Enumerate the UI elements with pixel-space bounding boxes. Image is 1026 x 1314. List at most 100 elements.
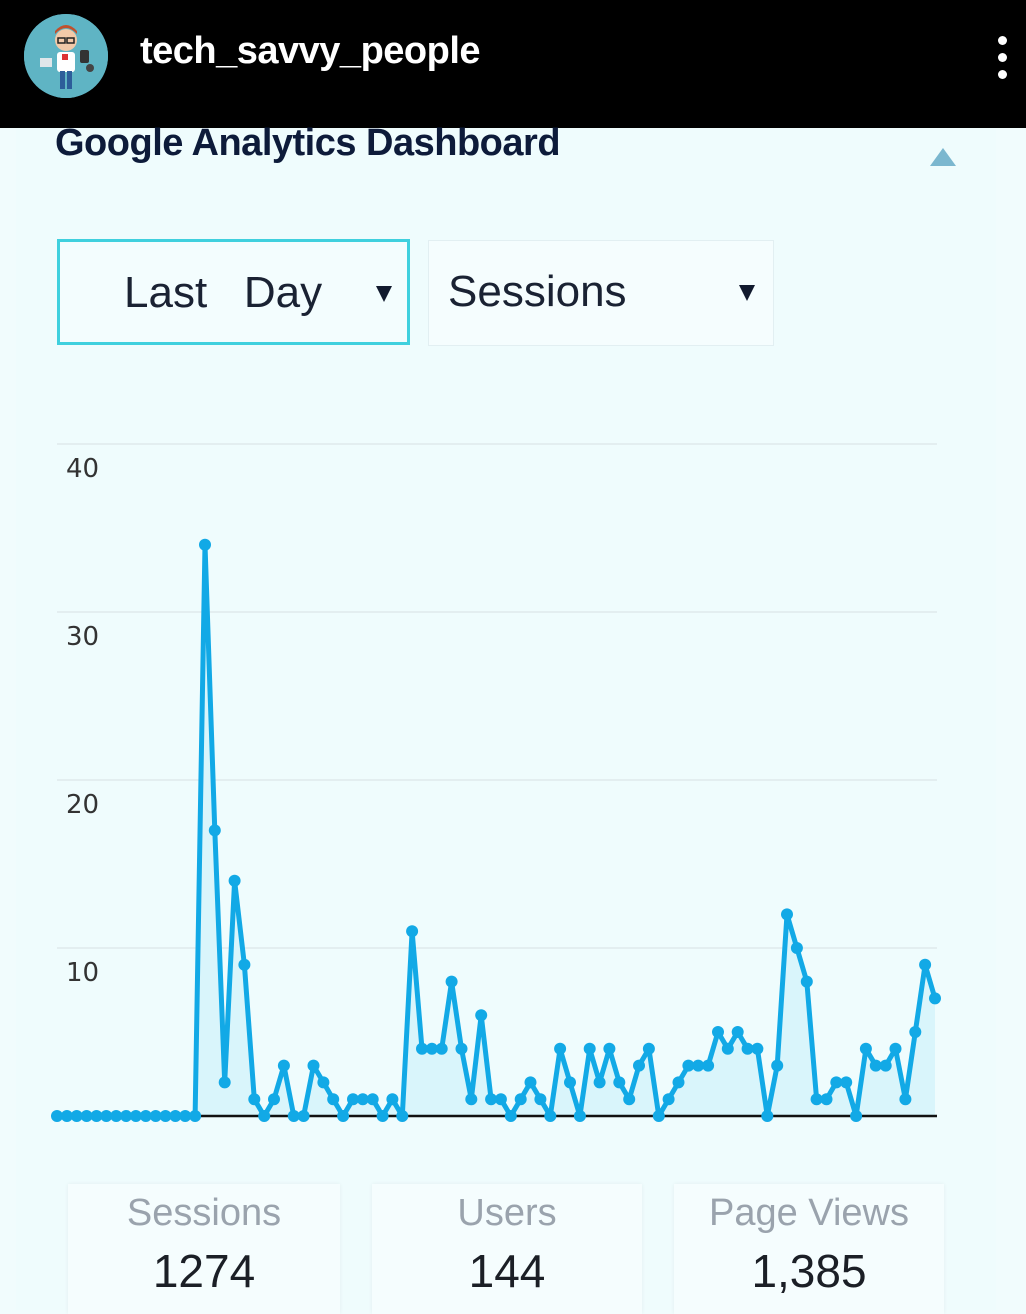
data-point [603, 1042, 616, 1055]
data-point [899, 1093, 912, 1106]
data-point [90, 1110, 103, 1122]
stat-card-page-views: Page Views 1,385 [674, 1184, 944, 1314]
data-point [149, 1110, 162, 1122]
more-vertical-icon[interactable] [986, 34, 1022, 82]
data-point [859, 1042, 872, 1055]
data-point [504, 1110, 517, 1122]
data-point [465, 1093, 478, 1106]
data-point [297, 1110, 310, 1122]
stat-value: 144 [468, 1245, 546, 1297]
data-point [919, 958, 932, 971]
data-point [366, 1093, 379, 1106]
person-with-gadgets-avatar-icon [24, 14, 108, 98]
data-point [741, 1042, 754, 1055]
data-point [307, 1059, 320, 1072]
data-point [317, 1076, 330, 1089]
data-point [287, 1110, 300, 1122]
data-point [761, 1110, 774, 1122]
stat-label: Users [457, 1192, 557, 1234]
triangle-up-icon[interactable] [930, 148, 956, 166]
data-point [455, 1042, 468, 1055]
period-select-value: Last Day [124, 268, 323, 317]
top-bar: tech_savvy_people [0, 0, 1026, 128]
y-tick-label: 10 [66, 958, 99, 988]
data-point [376, 1110, 389, 1122]
data-point [544, 1110, 557, 1122]
data-point [810, 1093, 823, 1106]
data-point [623, 1093, 636, 1106]
data-point [554, 1042, 567, 1055]
data-point [850, 1110, 863, 1122]
sessions-points [51, 538, 941, 1122]
data-point [139, 1110, 152, 1122]
data-point [840, 1076, 853, 1089]
data-point [702, 1059, 715, 1072]
data-point [100, 1110, 113, 1122]
data-point [534, 1093, 547, 1106]
avatar[interactable] [24, 14, 108, 98]
data-point [277, 1059, 290, 1072]
data-point [169, 1110, 182, 1122]
data-point [751, 1042, 764, 1055]
data-point [435, 1042, 448, 1055]
data-point [51, 1110, 63, 1122]
data-point [662, 1093, 675, 1106]
data-point [80, 1110, 93, 1122]
caret-down-icon [739, 285, 755, 301]
stat-label: Sessions [126, 1192, 282, 1234]
metric-select-value: Sessions [448, 267, 627, 316]
data-point [731, 1026, 744, 1038]
username[interactable]: tech_savvy_people [140, 30, 481, 72]
data-point [129, 1110, 142, 1122]
period-select[interactable]: Last Day [57, 239, 410, 345]
sessions-line-chart: 40 30 20 10 [51, 443, 941, 1122]
data-point [613, 1076, 626, 1089]
metric-select[interactable]: Sessions [428, 240, 774, 346]
data-point [238, 958, 251, 971]
data-point [889, 1042, 902, 1055]
data-point [583, 1042, 596, 1055]
data-point [633, 1059, 645, 1072]
data-point [189, 1110, 202, 1122]
data-point [593, 1076, 606, 1089]
data-point [909, 1026, 922, 1038]
data-point [218, 1076, 231, 1089]
stat-value: 1,385 [751, 1245, 867, 1297]
data-point [494, 1093, 507, 1106]
data-point [475, 1009, 488, 1022]
data-point [781, 908, 793, 921]
data-point [337, 1110, 350, 1122]
data-point [771, 1059, 784, 1072]
data-point [199, 538, 211, 551]
chart-grid [57, 443, 937, 949]
data-point [800, 975, 813, 988]
data-point [642, 1042, 655, 1055]
data-point [485, 1093, 498, 1106]
data-point [356, 1093, 369, 1106]
caret-down-icon [376, 286, 392, 302]
data-point [159, 1110, 172, 1122]
data-point [721, 1042, 734, 1055]
data-point [120, 1110, 133, 1122]
stat-card-sessions: Sessions 1274 [68, 1184, 340, 1314]
stat-value: 1274 [152, 1245, 256, 1297]
data-point [524, 1076, 537, 1089]
stat-label: Page Views [709, 1192, 909, 1234]
data-point [416, 1042, 428, 1055]
data-point [652, 1110, 665, 1122]
data-point [820, 1093, 833, 1106]
y-tick-label: 40 [66, 454, 99, 484]
data-point [386, 1093, 399, 1106]
data-point [179, 1110, 192, 1122]
data-point [790, 942, 803, 954]
data-point [830, 1076, 843, 1089]
data-point [396, 1110, 409, 1122]
data-point [682, 1059, 695, 1072]
data-point [70, 1110, 83, 1122]
y-tick-label: 30 [66, 622, 99, 652]
data-point [208, 824, 221, 837]
data-point [60, 1110, 73, 1122]
data-point [425, 1042, 438, 1055]
data-point [514, 1093, 527, 1106]
data-point [869, 1059, 882, 1072]
